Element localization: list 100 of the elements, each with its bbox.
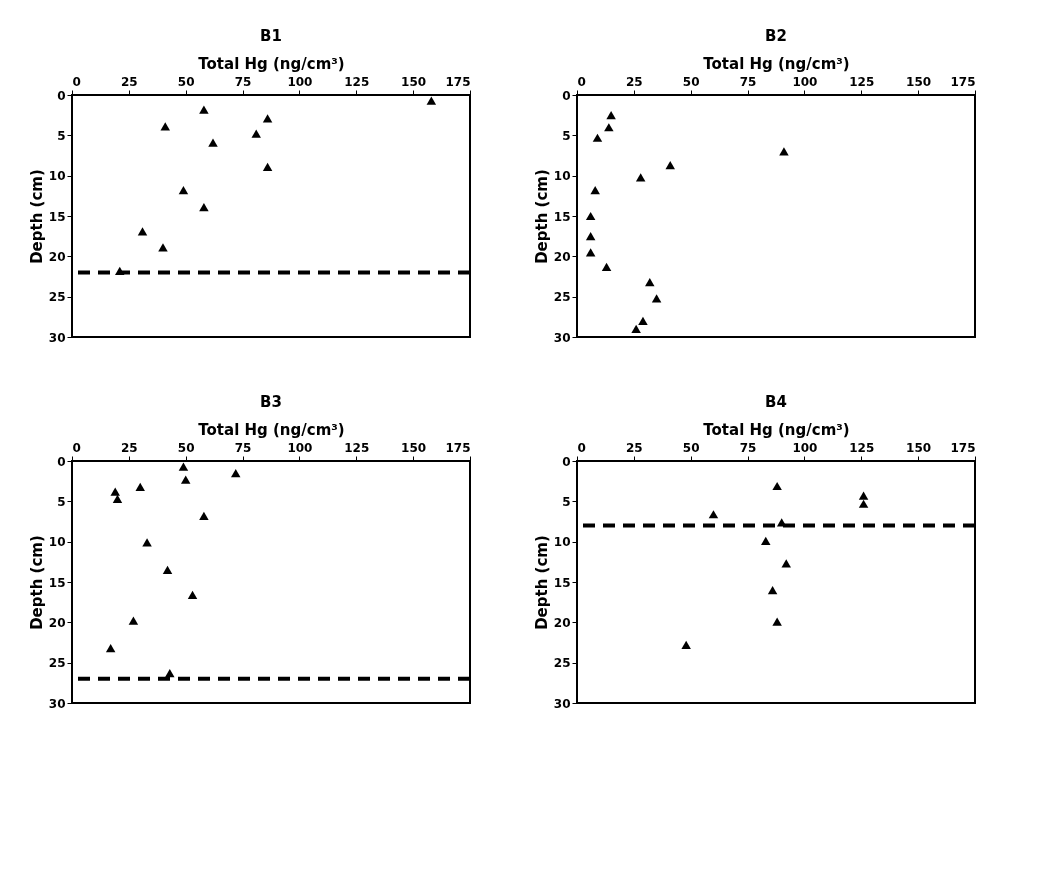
y-tick-label: 30 — [48, 696, 66, 711]
point — [781, 559, 791, 568]
point — [112, 494, 123, 504]
point — [187, 590, 198, 600]
point — [199, 511, 209, 520]
x-axis-title: Total Hg (ng/cm³) — [703, 420, 850, 439]
x-tick-label: 175 — [445, 440, 471, 455]
point — [779, 147, 789, 156]
y-tick-label: 15 — [553, 209, 571, 224]
point — [772, 617, 782, 626]
point — [208, 138, 218, 147]
y-tick-label: 30 — [553, 330, 571, 345]
point — [199, 203, 209, 212]
y-axis-title: Depth (cm) — [532, 535, 551, 630]
point — [251, 129, 261, 138]
point — [772, 481, 782, 491]
x-tick-label: 100 — [792, 74, 818, 89]
y-tick-label: 0 — [57, 88, 66, 103]
x-tick-label: 50 — [177, 440, 195, 455]
x-tick-label: 0 — [72, 74, 81, 89]
y-tick-label: 20 — [48, 615, 66, 630]
x-tick-label: 75 — [234, 440, 252, 455]
x-tick-label: 100 — [287, 74, 313, 89]
y-tick-label: 10 — [48, 169, 66, 184]
point — [858, 499, 869, 508]
point — [585, 232, 596, 241]
point — [585, 211, 596, 221]
y-tick-label: 10 — [553, 535, 571, 550]
y-tick-label: 30 — [48, 330, 66, 345]
x-tick-label: 25 — [626, 74, 643, 89]
point — [645, 278, 655, 287]
point — [142, 538, 152, 547]
x-axis-title: Total Hg (ng/cm³) — [198, 54, 345, 73]
y-axis-title: Depth (cm) — [27, 535, 46, 630]
x-tick-label: 75 — [739, 440, 757, 455]
y-tick-label: 0 — [562, 88, 571, 103]
x-tick-label: 150 — [401, 74, 427, 89]
x-tick-label: 25 — [626, 440, 643, 455]
y-tick-label: 25 — [48, 656, 66, 671]
x-tick-label: 150 — [401, 440, 427, 455]
point — [665, 161, 675, 170]
point — [681, 640, 691, 650]
x-tick-label: 175 — [445, 74, 471, 89]
x-axis-title: Total Hg (ng/cm³) — [703, 54, 850, 73]
point — [426, 96, 437, 105]
point — [592, 133, 603, 142]
point — [165, 669, 175, 678]
y-tick-label: 25 — [553, 290, 571, 305]
y-tick-label: 5 — [57, 494, 66, 509]
point — [158, 243, 168, 252]
y-tick-label: 30 — [553, 696, 571, 711]
point — [231, 468, 241, 478]
x-tick-label: 125 — [344, 440, 370, 455]
x-tick-label: 25 — [121, 440, 138, 455]
point — [137, 227, 148, 236]
x-tick-label: 125 — [344, 74, 370, 89]
point — [178, 186, 189, 195]
x-tick-label: 75 — [739, 74, 757, 89]
point — [858, 491, 869, 500]
chart-title: B2 — [765, 27, 787, 45]
x-tick-label: 0 — [577, 440, 586, 455]
point — [604, 123, 614, 132]
x-tick-label: 150 — [906, 74, 932, 89]
x-tick-label: 175 — [950, 440, 976, 455]
x-tick-label: 50 — [682, 74, 700, 89]
point — [262, 162, 273, 171]
y-tick-label: 5 — [57, 128, 66, 143]
x-tick-label: 175 — [950, 74, 976, 89]
x-tick-label: 50 — [177, 74, 195, 89]
point — [635, 173, 646, 182]
y-tick-label: 0 — [57, 454, 66, 469]
x-tick-label: 0 — [72, 440, 81, 455]
point — [162, 565, 173, 575]
y-tick-label: 25 — [553, 656, 571, 671]
chart-title: B4 — [765, 393, 787, 411]
point — [128, 616, 139, 625]
point — [178, 462, 189, 471]
x-tick-label: 75 — [234, 74, 252, 89]
y-tick-label: 0 — [562, 454, 571, 469]
point — [631, 324, 641, 334]
x-axis-title: Total Hg (ng/cm³) — [198, 420, 345, 439]
point — [110, 487, 120, 496]
point — [651, 294, 662, 303]
chart-title: B3 — [260, 393, 282, 411]
x-tick-label: 125 — [849, 440, 875, 455]
y-tick-label: 15 — [48, 209, 66, 224]
point — [767, 585, 778, 595]
y-tick-label: 5 — [562, 128, 571, 143]
point — [606, 111, 616, 120]
x-tick-label: 0 — [577, 74, 586, 89]
point — [135, 482, 145, 491]
y-tick-label: 5 — [562, 494, 571, 509]
y-tick-label: 15 — [48, 575, 66, 590]
x-tick-label: 100 — [287, 440, 313, 455]
y-tick-label: 20 — [553, 615, 571, 630]
y-axis-title: Depth (cm) — [532, 169, 551, 264]
point — [105, 644, 116, 653]
point — [262, 114, 273, 123]
y-tick-label: 15 — [553, 575, 571, 590]
y-tick-label: 10 — [553, 169, 571, 184]
